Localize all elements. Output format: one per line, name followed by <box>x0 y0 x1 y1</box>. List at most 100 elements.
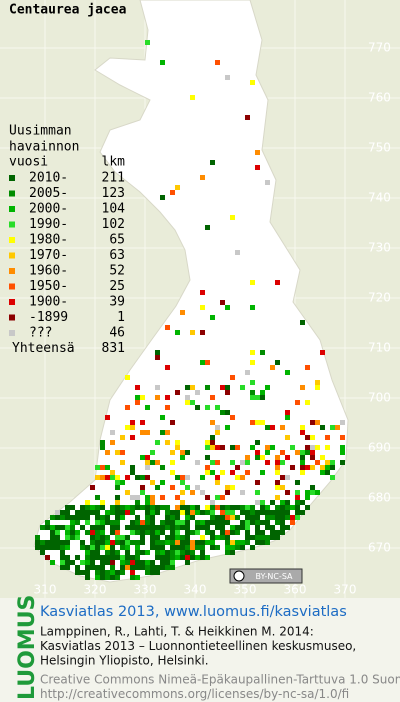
observation-square <box>225 410 230 415</box>
observation-square <box>135 565 140 570</box>
observation-square <box>100 575 105 580</box>
legend-swatch <box>9 299 15 305</box>
observation-square <box>110 560 115 565</box>
observation-square <box>220 505 225 510</box>
observation-square <box>280 505 285 510</box>
observation-square <box>280 525 285 530</box>
observation-square <box>255 455 260 460</box>
observation-square <box>255 525 260 530</box>
observation-square <box>250 510 255 515</box>
observation-square <box>225 520 230 525</box>
observation-square <box>200 510 205 515</box>
observation-square <box>200 330 205 335</box>
x-tick-label: 330 <box>134 583 157 597</box>
observation-square <box>105 475 110 480</box>
observation-square <box>40 525 45 530</box>
observation-square <box>200 475 205 480</box>
legend-label: 1960- <box>29 264 68 279</box>
observation-square <box>145 525 150 530</box>
observation-square <box>110 525 115 530</box>
observation-square <box>90 565 95 570</box>
observation-square <box>285 505 290 510</box>
observation-square <box>50 525 55 530</box>
legend-count: 1 <box>117 310 125 325</box>
observation-square <box>160 540 165 545</box>
observation-square <box>175 330 180 335</box>
observation-square <box>200 550 205 555</box>
observation-square <box>340 460 345 465</box>
observation-square <box>195 545 200 550</box>
observation-square <box>115 480 120 485</box>
observation-square <box>190 385 195 390</box>
observation-square <box>115 520 120 525</box>
observation-square <box>85 500 90 505</box>
observation-square <box>285 455 290 460</box>
observation-square <box>260 350 265 355</box>
y-tick-label: 770 <box>368 41 391 55</box>
observation-square <box>170 470 175 475</box>
observation-square <box>135 530 140 535</box>
observation-square <box>260 500 265 505</box>
observation-square <box>240 510 245 515</box>
observation-square <box>220 515 225 520</box>
observation-square <box>95 520 100 525</box>
observation-square <box>120 560 125 565</box>
observation-square <box>110 555 115 560</box>
observation-square <box>60 550 65 555</box>
legend-swatch <box>9 283 15 290</box>
observation-square <box>115 450 120 455</box>
observation-square <box>100 560 105 565</box>
link[interactable]: Kasviatlas 2013, www.luomus.fi/kasviatla… <box>40 604 347 620</box>
observation-square <box>130 510 135 515</box>
observation-square <box>100 530 105 535</box>
legend-label: -1899 <box>29 310 68 325</box>
observation-square <box>50 540 55 545</box>
observation-square <box>270 525 275 530</box>
observation-square <box>265 385 270 390</box>
observation-square <box>285 510 290 515</box>
observation-square <box>140 485 145 490</box>
legend-count: 52 <box>109 264 125 279</box>
observation-square <box>140 455 145 460</box>
observation-square <box>295 515 300 520</box>
observation-square <box>170 565 175 570</box>
observation-square <box>290 505 295 510</box>
observation-square <box>195 520 200 525</box>
observation-square <box>160 545 165 550</box>
observation-square <box>225 530 230 535</box>
observation-square <box>280 530 285 535</box>
observation-square <box>90 530 95 535</box>
observation-square <box>130 465 135 470</box>
observation-square <box>120 515 125 520</box>
legend-label: 1950- <box>29 279 68 294</box>
observation-square <box>155 505 160 510</box>
observation-square <box>145 560 150 565</box>
observation-square <box>120 555 125 560</box>
observation-square <box>85 550 90 555</box>
observation-square <box>255 515 260 520</box>
observation-square <box>155 355 160 360</box>
observation-square <box>85 510 90 515</box>
observation-square <box>120 510 125 515</box>
observation-square <box>245 520 250 525</box>
observation-square <box>140 520 145 525</box>
observation-square <box>100 475 105 480</box>
observation-square <box>260 455 265 460</box>
observation-square <box>100 505 105 510</box>
observation-square <box>295 500 300 505</box>
observation-square <box>260 390 265 395</box>
observation-square <box>210 500 215 505</box>
observation-square <box>115 495 120 500</box>
observation-square <box>145 515 150 520</box>
observation-square <box>155 545 160 550</box>
license-badge[interactable]: BY-NC-SA <box>229 568 303 584</box>
observation-square <box>245 115 250 120</box>
observation-square <box>75 535 80 540</box>
observation-square <box>80 545 85 550</box>
observation-square <box>145 40 150 45</box>
observation-square <box>150 565 155 570</box>
observation-square <box>280 515 285 520</box>
observation-square <box>230 415 235 420</box>
observation-square <box>150 495 155 500</box>
observation-square <box>295 495 300 500</box>
